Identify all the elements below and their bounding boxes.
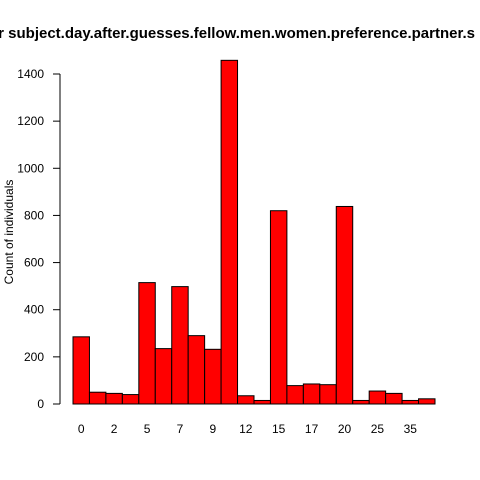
x-tick-label-15: 15: [272, 422, 286, 436]
x-tick-label-0: 0: [78, 422, 85, 436]
x-tick-label-7: 7: [177, 422, 184, 436]
y-tick-label-200: 200: [24, 350, 44, 364]
bar-5: [155, 349, 171, 404]
bar-17: [353, 400, 369, 404]
bar-7: [188, 336, 204, 404]
bar-14: [303, 384, 319, 404]
bar-2: [106, 393, 122, 404]
x-tick-label-5: 5: [144, 422, 151, 436]
bar-8: [205, 349, 221, 404]
y-axis: 0 200 400 600 800 1000 1200 1400: [17, 67, 60, 411]
y-tick-label-1400: 1400: [17, 67, 44, 81]
x-tick-label-35: 35: [404, 422, 418, 436]
bar-13: [287, 386, 303, 404]
y-axis-label: Count of individuals: [2, 180, 16, 285]
x-tick-label-20: 20: [338, 422, 352, 436]
bar-1: [89, 392, 105, 404]
bar-16: [336, 206, 352, 404]
y-tick-label-1000: 1000: [17, 161, 44, 175]
bars-group: [73, 60, 435, 404]
bar-18: [369, 391, 385, 404]
y-tick-label-800: 800: [24, 208, 44, 222]
y-tick-label-600: 600: [24, 256, 44, 270]
bar-10: [238, 396, 254, 404]
x-tick-label-17: 17: [305, 422, 319, 436]
chart-title: or subject.day.after.guesses.fellow.men.…: [0, 25, 475, 42]
x-tick-label-2: 2: [111, 422, 118, 436]
bar-20: [402, 400, 418, 404]
bar-21: [419, 399, 435, 404]
bar-9: [221, 60, 237, 404]
bar-15: [320, 385, 336, 404]
bar-19: [386, 393, 402, 404]
bar-0: [73, 337, 89, 404]
x-tick-label-9: 9: [210, 422, 217, 436]
bar-12: [270, 211, 286, 404]
bar-6: [172, 287, 188, 404]
x-tick-label-25: 25: [371, 422, 385, 436]
y-tick-label-0: 0: [37, 397, 44, 411]
bar-11: [254, 400, 270, 404]
y-tick-label-400: 400: [24, 303, 44, 317]
x-axis: 0 2 5 7 9 12 15 17 20 25 35: [78, 422, 417, 436]
x-tick-label-12: 12: [239, 422, 253, 436]
bar-4: [139, 283, 155, 404]
bar-3: [122, 395, 138, 404]
y-tick-label-1200: 1200: [17, 114, 44, 128]
